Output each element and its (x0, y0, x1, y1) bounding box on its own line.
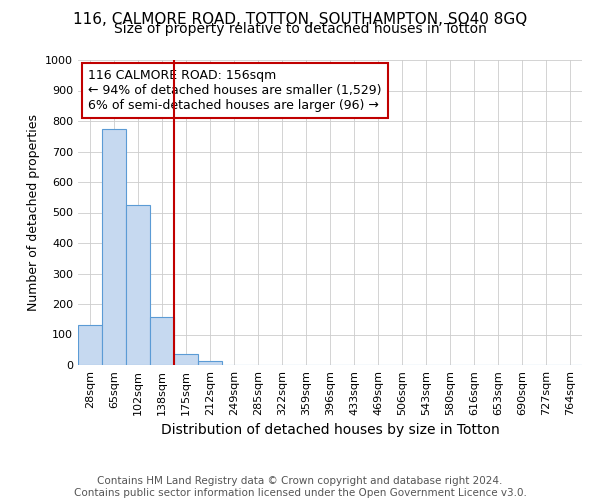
Bar (174, 354, 198, 365)
X-axis label: Distribution of detached houses by size in Totton: Distribution of detached houses by size … (161, 424, 499, 438)
Bar (78, 326, 102, 365)
Bar (150, 317, 174, 365)
Bar (126, 205, 150, 365)
Y-axis label: Number of detached properties: Number of detached properties (26, 114, 40, 311)
Bar (198, 362, 222, 365)
Text: Contains HM Land Registry data © Crown copyright and database right 2024.
Contai: Contains HM Land Registry data © Crown c… (74, 476, 526, 498)
Text: Size of property relative to detached houses in Totton: Size of property relative to detached ho… (113, 22, 487, 36)
Bar (102, 128, 126, 365)
Text: 116 CALMORE ROAD: 156sqm
← 94% of detached houses are smaller (1,529)
6% of semi: 116 CALMORE ROAD: 156sqm ← 94% of detach… (88, 69, 382, 112)
Text: 116, CALMORE ROAD, TOTTON, SOUTHAMPTON, SO40 8GQ: 116, CALMORE ROAD, TOTTON, SOUTHAMPTON, … (73, 12, 527, 28)
